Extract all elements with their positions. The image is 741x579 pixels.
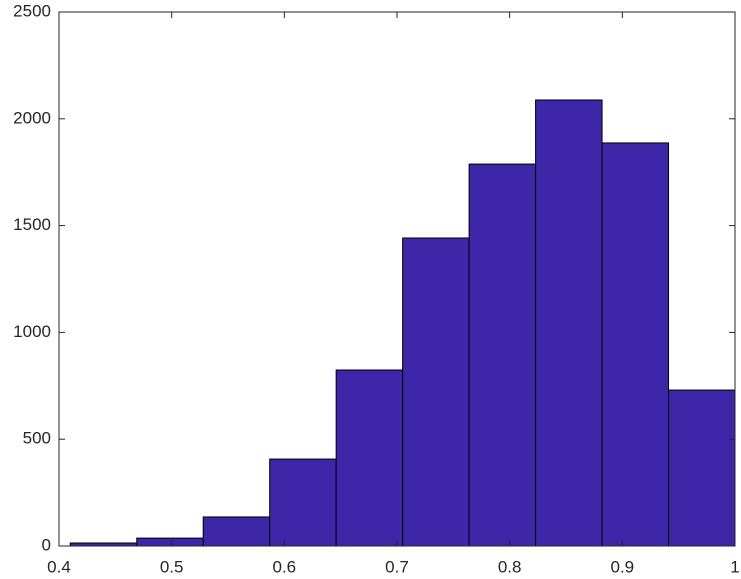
- bar: [468, 163, 537, 547]
- y-tick-label: 500: [23, 429, 51, 448]
- x-tick-label: 0.5: [160, 557, 184, 576]
- x-tick-label: 0.7: [385, 557, 409, 576]
- bar: [402, 237, 470, 547]
- bar: [136, 537, 204, 547]
- bar: [601, 142, 670, 547]
- y-tick-label: 2500: [13, 1, 51, 20]
- bar: [335, 369, 404, 547]
- bar: [668, 389, 736, 547]
- x-tick-label: 0.9: [611, 557, 635, 576]
- bar: [535, 99, 603, 547]
- y-tick-label: 1500: [13, 215, 51, 234]
- x-tick-label: 0.8: [498, 557, 522, 576]
- x-tick-label: 0.6: [273, 557, 297, 576]
- y-tick-label: 0: [42, 535, 51, 554]
- x-tick-label: 1: [730, 557, 739, 576]
- bar: [269, 458, 337, 547]
- bar: [202, 516, 271, 547]
- y-tick-label: 2000: [13, 108, 51, 127]
- x-tick-label: 0.4: [47, 557, 71, 576]
- y-tick-label: 1000: [13, 322, 51, 341]
